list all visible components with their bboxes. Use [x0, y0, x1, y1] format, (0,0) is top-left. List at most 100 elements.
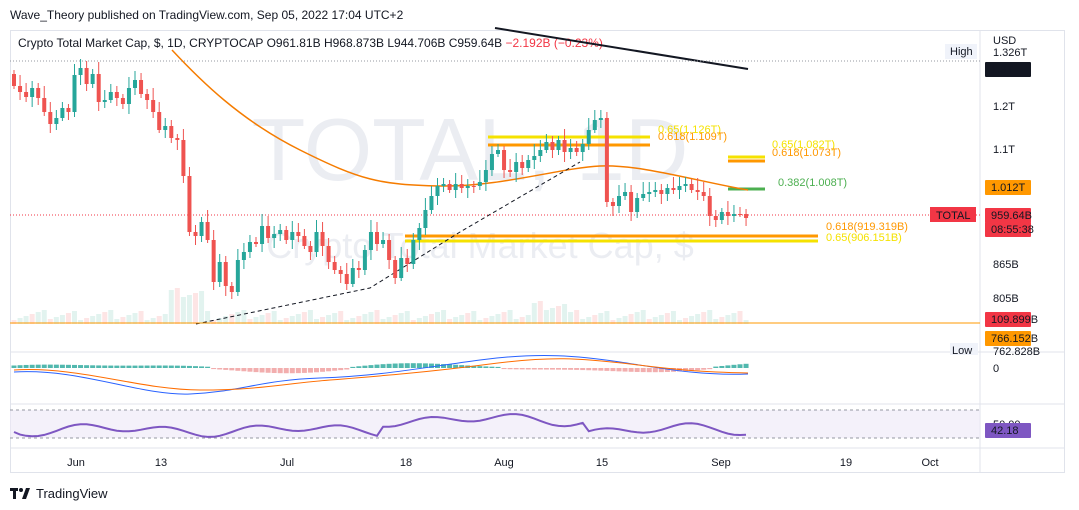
- volume-bar: [235, 312, 241, 324]
- volume-bar: [453, 317, 459, 324]
- chart-frame[interactable]: [10, 30, 1065, 473]
- volume-bar: [707, 310, 713, 324]
- candle-body: [423, 210, 428, 228]
- macd-bar: [380, 364, 386, 368]
- macd-bar: [568, 368, 574, 370]
- candle-body: [695, 190, 700, 192]
- volume-bar: [640, 310, 646, 324]
- price-badge-bg: [985, 312, 1031, 327]
- macd-bar: [338, 368, 344, 371]
- macd-bar: [507, 368, 513, 370]
- high-tag-value: 1.326T: [993, 47, 1028, 59]
- macd-bar: [447, 364, 453, 368]
- volume-bar: [616, 318, 622, 324]
- volume-bar: [489, 316, 495, 324]
- volume-bar: [102, 312, 108, 324]
- candle-body: [544, 142, 549, 150]
- macd-bar: [217, 368, 223, 370]
- volume-bar: [568, 312, 574, 324]
- time-axis[interactable]: Jun 13 Jul 18 Aug 15 Sep 19 Oct: [67, 457, 938, 469]
- ema-line: [171, 49, 749, 191]
- candle-body: [266, 226, 271, 238]
- macd-bar: [168, 365, 174, 368]
- candle-body: [629, 192, 634, 212]
- candle-body: [647, 192, 652, 194]
- macd-bar: [162, 365, 168, 368]
- signal-line: [13, 358, 749, 391]
- candle-body: [181, 140, 186, 176]
- macd-bar: [477, 366, 483, 368]
- candle-body: [381, 240, 386, 244]
- macd-bar: [65, 364, 71, 368]
- candle-body: [375, 232, 379, 244]
- volume-bar: [229, 314, 235, 324]
- candle-body: [623, 192, 628, 196]
- macd-bar: [743, 363, 749, 368]
- volume-bar: [132, 313, 138, 324]
- macd-bar: [640, 368, 646, 373]
- macd-line: [13, 355, 749, 395]
- volume-bar: [326, 315, 332, 324]
- macd-bar: [229, 368, 235, 371]
- volume-bar: [193, 293, 198, 324]
- macd-bar: [664, 368, 670, 372]
- candle-body: [441, 184, 446, 186]
- macd-bar: [90, 365, 96, 368]
- candle-body: [520, 162, 525, 168]
- candle-body: [217, 262, 222, 282]
- candle-body: [338, 270, 343, 274]
- candle-body: [296, 232, 301, 236]
- candle-body: [48, 112, 53, 124]
- candle-body: [302, 236, 307, 246]
- volume-bar: [65, 313, 71, 324]
- volume-bar: [664, 313, 670, 324]
- candle-body: [362, 250, 367, 270]
- volume-bar: [610, 320, 616, 324]
- candle-body: [707, 196, 712, 216]
- volume-bar: [271, 311, 277, 324]
- volume-bar: [223, 316, 229, 324]
- watermark-ticker: TOTAL, 1D: [252, 100, 689, 199]
- volume-bar: [441, 310, 447, 324]
- price-tick: 1.1T: [993, 144, 1015, 156]
- candle-body: [24, 92, 29, 97]
- volume-bar: [211, 320, 217, 324]
- candle-body: [60, 108, 65, 118]
- macd-bar: [549, 368, 555, 370]
- volume-bar: [574, 310, 580, 324]
- time-tick: 18: [400, 457, 412, 469]
- macd-bar: [459, 365, 465, 368]
- candle-body: [387, 240, 392, 260]
- price-badge: 1.012T: [991, 182, 1026, 194]
- candle-body: [175, 138, 180, 140]
- candle-body: [42, 98, 47, 112]
- candle-body: [320, 232, 325, 246]
- candle-body: [278, 230, 283, 234]
- macd-bar: [78, 365, 84, 368]
- volume-bar: [562, 304, 568, 324]
- macd-bar: [386, 363, 392, 368]
- tradingview-footer[interactable]: TradingView: [10, 486, 108, 501]
- macd-bar: [144, 365, 150, 368]
- low-tag-value: 762.828B: [993, 346, 1040, 358]
- macd-zero-tick: 0: [993, 363, 999, 375]
- macd-bar: [114, 365, 120, 368]
- candle-body: [568, 148, 573, 152]
- volume-bar: [495, 314, 501, 324]
- total-tag: TOTAL: [936, 210, 970, 222]
- price-axis[interactable]: USD 1.2T 1.1T 865B 805B High 1.326T Low 762.828B…: [930, 35, 1040, 438]
- candle-body: [562, 140, 567, 152]
- rsi-line: [13, 413, 747, 438]
- macd-bar: [701, 368, 707, 370]
- macd-bar: [634, 368, 640, 372]
- rsi-value-badge: 42.18: [991, 425, 1019, 437]
- candle-body: [139, 80, 144, 94]
- volume-bar: [47, 319, 53, 324]
- candle-body: [54, 118, 59, 124]
- macd-bar: [719, 365, 725, 368]
- candle-body: [465, 186, 470, 188]
- candle-body: [538, 150, 543, 156]
- price-badge-bg: [985, 180, 1031, 195]
- candle-body: [247, 242, 252, 252]
